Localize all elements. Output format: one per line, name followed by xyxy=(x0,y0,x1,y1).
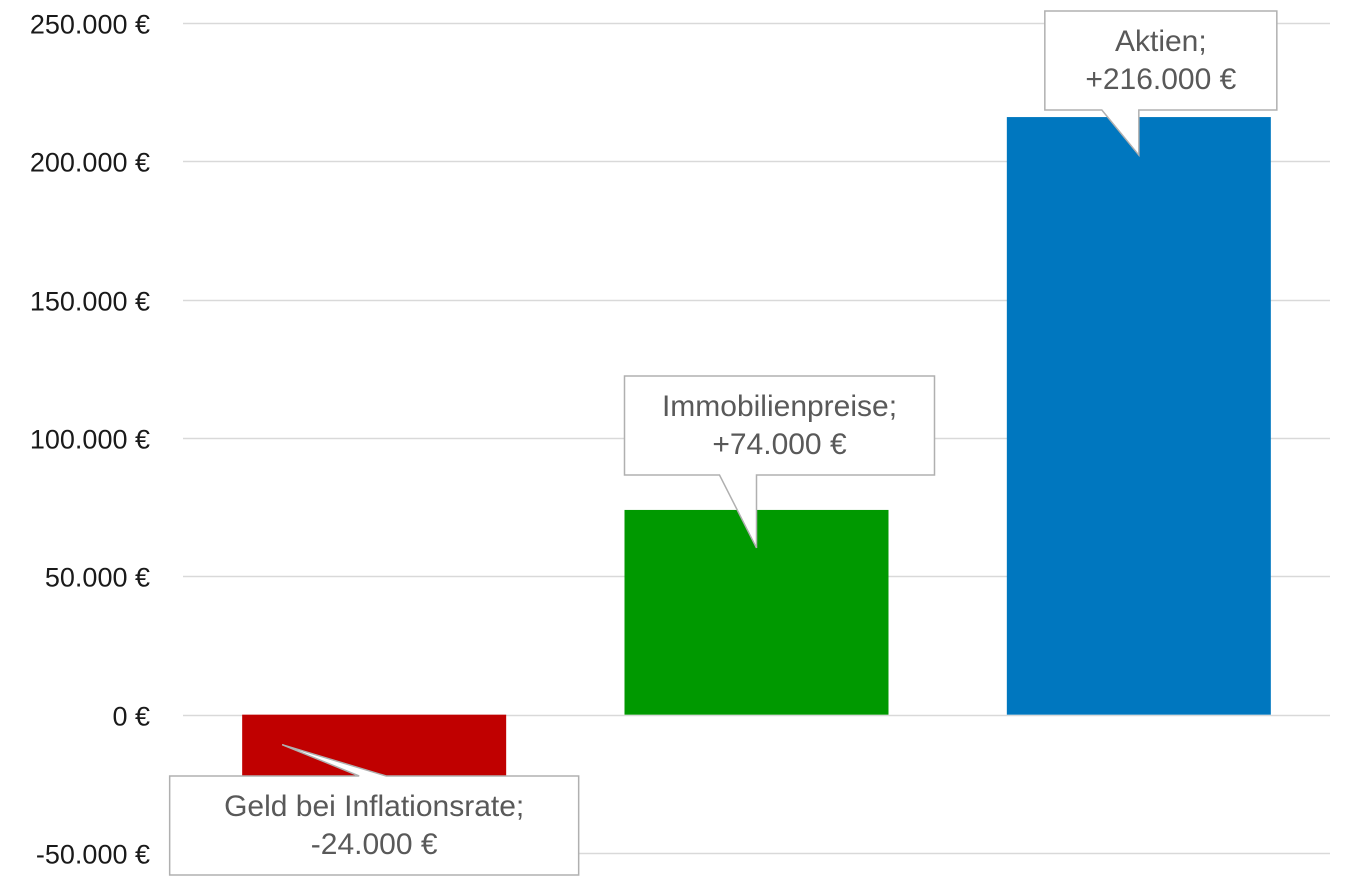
data-label-text: +216.000 € xyxy=(1085,63,1236,96)
data-label-text: Geld bei Inflationsrate; xyxy=(224,790,524,823)
y-tick-label: 200.000 € xyxy=(30,148,150,178)
callout-box xyxy=(623,375,936,549)
data-labels: Geld bei Inflationsrate; -24.000 € Immobil… xyxy=(168,10,1278,876)
y-tick-label: -50.000 € xyxy=(36,840,150,870)
y-axis-tick-labels: 250.000 € 200.000 € 150.000 € 100.000 € 50.0… xyxy=(30,10,150,870)
data-label-text: -24.000 € xyxy=(311,828,438,861)
y-tick-label: 0 € xyxy=(112,702,150,732)
y-tick-label: 150.000 € xyxy=(30,287,150,317)
data-label-text: Aktien; xyxy=(1115,25,1207,58)
y-tick-label: 50.000 € xyxy=(45,563,150,593)
y-tick-label: 100.000 € xyxy=(30,425,150,455)
data-label-callout: Geld bei Inflationsrate; -24.000 € xyxy=(168,743,580,876)
bar xyxy=(1006,117,1271,715)
data-label-callout: Immobilienpreise; +74.000 € xyxy=(623,375,936,549)
callout-box xyxy=(168,743,580,876)
bar xyxy=(242,714,507,782)
data-label-text: Immobilienpreise; xyxy=(662,390,897,423)
data-label-callout: Aktien; +216.000 € xyxy=(1044,10,1278,158)
data-label-text: +74.000 € xyxy=(712,428,847,461)
callout-box xyxy=(1044,10,1278,158)
y-tick-label: 250.000 € xyxy=(30,10,150,40)
